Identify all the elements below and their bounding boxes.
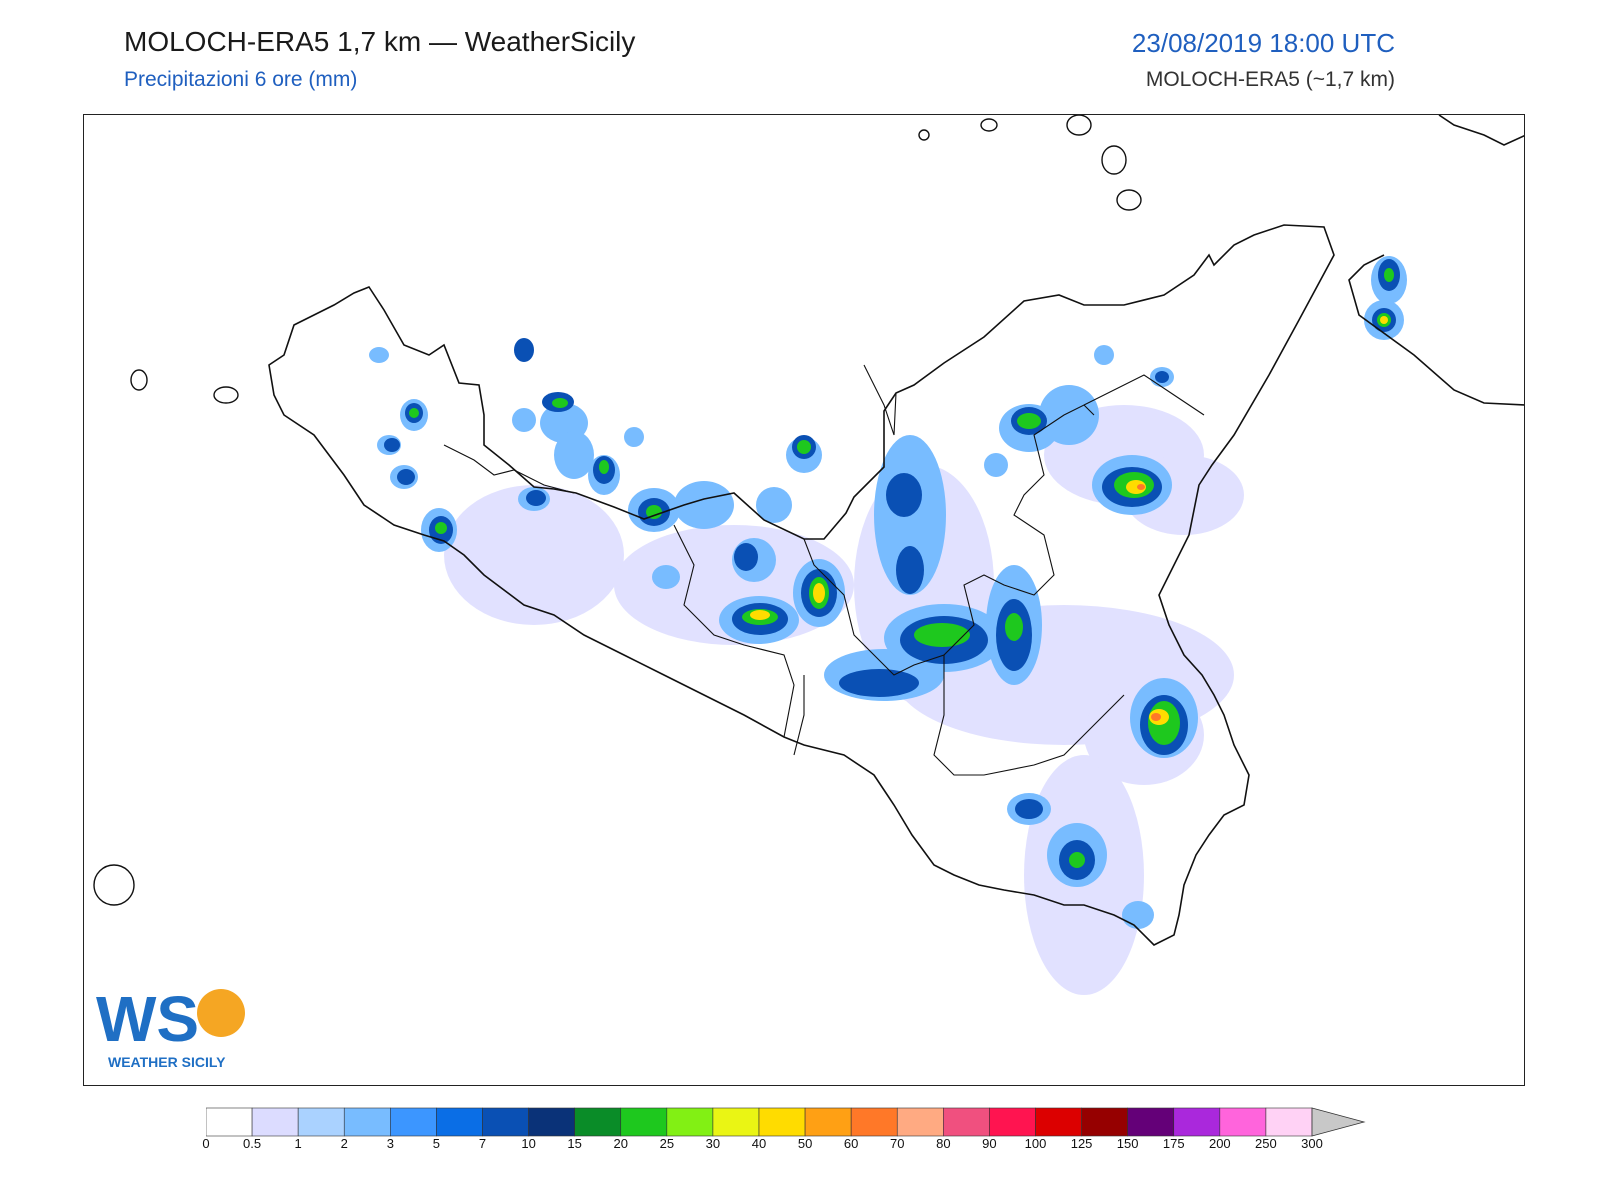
map-frame [83, 114, 1525, 1086]
colorbar-segment [712, 1107, 760, 1137]
colorbar-tick-label: 25 [659, 1136, 675, 1151]
coastline-sicily [268, 224, 1335, 946]
coastline-calabria [1348, 115, 1524, 406]
colorbar-tick-label: 15 [567, 1136, 582, 1151]
map-subtitle: Precipitazioni 6 ore (mm) [124, 68, 358, 91]
colorbar-tick-label: 0.5 [243, 1136, 262, 1151]
colorbar-tick-label: 60 [843, 1136, 859, 1151]
colorbar-tick-label: 30 [705, 1136, 721, 1151]
colorbar-tick-label: 100 [1024, 1136, 1047, 1151]
colorbar-tick-label: 1 [294, 1136, 302, 1151]
colorbar-tick-label: 5 [432, 1136, 441, 1151]
precipitation-colorbar [205, 1107, 1406, 1142]
colorbar-segment [943, 1107, 990, 1137]
colorbar-segment [390, 1107, 437, 1137]
colorbar-tick-label: 2 [340, 1136, 348, 1151]
colorbar-segment [251, 1107, 299, 1137]
colorbar-segment [620, 1107, 668, 1137]
colorbar-segment [436, 1107, 483, 1137]
map-title: MOLOCH-ERA5 1,7 km — WeatherSicily [124, 26, 636, 57]
colorbar-extend-arrow [1311, 1107, 1366, 1137]
colorbar-tick-label: 125 [1070, 1136, 1093, 1151]
colorbar-segment [1219, 1107, 1267, 1137]
colorbar-tick-label: 20 [613, 1136, 628, 1151]
colorbar-segment [758, 1107, 806, 1137]
colorbar-segment [989, 1107, 1036, 1137]
colorbar-tick-label: 250 [1255, 1136, 1277, 1151]
colorbar-tick-label: 150 [1116, 1136, 1139, 1151]
colorbar-tick-label: 50 [797, 1136, 813, 1151]
colorbar-segment [205, 1107, 253, 1137]
colorbar-segment [1127, 1107, 1175, 1137]
colorbar-tick-label: 40 [751, 1136, 767, 1151]
colorbar-segment [1081, 1107, 1128, 1137]
colorbar-segment [896, 1107, 944, 1137]
precipitation-map [93, 115, 1524, 995]
colorbar-segment [804, 1107, 852, 1137]
colorbar-segment [666, 1107, 714, 1137]
colorbar-tick-label: 80 [936, 1136, 951, 1151]
colorbar-segment [574, 1107, 622, 1137]
province-borders [443, 364, 1205, 776]
colorbar-segment [1265, 1107, 1313, 1137]
colorbar-tick-label: 70 [890, 1136, 905, 1151]
colorbar-segment [1035, 1107, 1082, 1137]
colorbar-segment [528, 1107, 575, 1137]
colorbar-tick-label: 7 [478, 1136, 487, 1151]
weather-sicily-logo: WS WEATHER SICILY [96, 983, 256, 1073]
colorbar-segment [850, 1107, 898, 1137]
colorbar-tick-label: 200 [1208, 1136, 1231, 1151]
logo-mark: WS [96, 983, 199, 1055]
model-label: MOLOCH-ERA5 (~1,7 km) [1145, 68, 1395, 91]
precipitation-field [369, 256, 1407, 995]
colorbar-tick-label: 90 [982, 1136, 997, 1151]
colorbar-tick-label: 0 [202, 1136, 210, 1151]
valid-datetime: 23/08/2019 18:00 UTC [1131, 28, 1395, 58]
colorbar-segment [1173, 1107, 1221, 1137]
colorbar-tick-label: 300 [1301, 1136, 1323, 1151]
logo-name: WEATHER SICILY [108, 1054, 226, 1070]
colorbar-segment [343, 1107, 391, 1137]
islands [93, 115, 1142, 906]
colorbar-tick-label: 175 [1162, 1136, 1185, 1151]
colorbar-tick-label: 10 [521, 1136, 536, 1151]
colorbar-tick-label: 3 [386, 1136, 394, 1151]
colorbar-segment [297, 1107, 345, 1137]
colorbar-segment [482, 1107, 529, 1137]
